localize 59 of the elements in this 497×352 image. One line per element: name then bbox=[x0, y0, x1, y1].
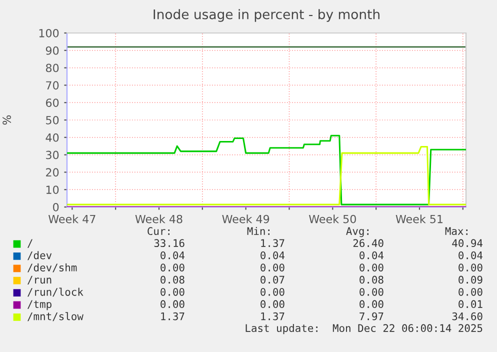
text: 0.00 bbox=[160, 300, 184, 308]
y-tick-label: 100 bbox=[39, 28, 59, 38]
text: 0.00 bbox=[260, 300, 284, 308]
text: 0.07 bbox=[260, 276, 284, 284]
x-tick-label: Week 48 bbox=[135, 214, 182, 224]
text: 0.00 bbox=[260, 288, 284, 296]
y-tick-label: 10 bbox=[46, 186, 59, 194]
text: 0.08 bbox=[360, 276, 384, 284]
text: 0.04 bbox=[160, 251, 185, 260]
text: 0.09 bbox=[458, 276, 482, 284]
line-series bbox=[67, 134, 466, 206]
text: 0.04 bbox=[458, 251, 483, 260]
text: 0.01 bbox=[458, 300, 482, 308]
text: 0.04 bbox=[360, 251, 384, 260]
x-tick-label: Week 50 bbox=[308, 214, 356, 224]
text: 0.00 bbox=[458, 264, 482, 272]
text: 1.37 bbox=[261, 239, 284, 248]
y-tick-label: 0 bbox=[53, 202, 59, 212]
text: 0.08 bbox=[160, 276, 184, 284]
legend-label: /dev bbox=[28, 251, 52, 260]
x-tick-label: Week 51 bbox=[396, 214, 443, 224]
y-tick-label: 80 bbox=[46, 64, 59, 72]
text: Cur: bbox=[148, 227, 170, 236]
text: 0.00 bbox=[360, 264, 384, 272]
text: 34.60 bbox=[452, 312, 482, 320]
legend-label: /tmp bbox=[28, 300, 52, 310]
text: 40.94 bbox=[452, 239, 483, 248]
x-tick-label: Week 49 bbox=[222, 214, 270, 224]
text: 0.00 bbox=[360, 288, 384, 296]
text: 1.37 bbox=[261, 312, 284, 320]
text: 0.04 bbox=[260, 251, 285, 260]
text: 1.37 bbox=[161, 312, 184, 320]
y-tick-label: 30 bbox=[46, 150, 59, 160]
text: 33.16 bbox=[154, 239, 184, 248]
legend-label: /dev/shm bbox=[28, 263, 77, 272]
legend-label: /run bbox=[28, 276, 52, 284]
x-tick-label: Week 47 bbox=[48, 214, 96, 224]
legend-label: /mnt/slow bbox=[28, 312, 84, 322]
y-tick-label: 60 bbox=[46, 98, 59, 107]
text: 0.00 bbox=[458, 288, 482, 296]
text: 0.00 bbox=[360, 300, 384, 308]
chart-title: Inode usage in percent - by month bbox=[154, 9, 380, 22]
text: 0.00 bbox=[160, 264, 184, 272]
y-axis-title: % bbox=[2, 115, 11, 125]
y-tick-label: 90 bbox=[46, 46, 59, 55]
text: 0.00 bbox=[260, 264, 284, 272]
y-tick-label: 70 bbox=[46, 81, 59, 90]
legend-label: / bbox=[28, 239, 32, 248]
y-tick-label: 40 bbox=[46, 133, 59, 142]
y-tick-label: 20 bbox=[46, 168, 59, 177]
text: Min: bbox=[247, 226, 270, 235]
text: Last update: Mon Dec 22 06:00:14 2025 bbox=[246, 324, 482, 334]
text: 0.00 bbox=[160, 288, 184, 296]
text: Avg: bbox=[346, 227, 368, 238]
text: 7.97 bbox=[360, 312, 384, 320]
legend-label: /run/lock bbox=[28, 288, 84, 297]
text: Max: bbox=[445, 227, 468, 236]
text: 26.40 bbox=[353, 239, 384, 248]
y-tick-label: 50 bbox=[46, 116, 59, 124]
